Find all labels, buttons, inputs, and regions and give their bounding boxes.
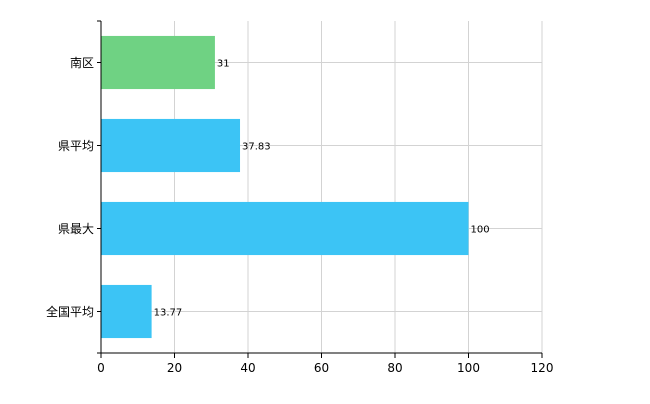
data-label: 37.83 — [242, 142, 271, 153]
x-tick-label: 20 — [167, 361, 182, 375]
data-label: 13.77 — [154, 308, 183, 319]
data-label: 31 — [217, 59, 230, 70]
label-layer: 31 37.83 100 13.77 0 20 40 60 80 100 120 南区県平均県最大全国… — [46, 55, 553, 375]
data-label: 100 — [471, 225, 490, 236]
bar — [101, 118, 241, 173]
x-tick-label: 40 — [240, 361, 255, 375]
bar — [101, 284, 152, 339]
x-tick-label: 0 — [97, 361, 105, 375]
category-label: 全国平均 — [46, 304, 94, 319]
axis-layer — [97, 20, 543, 358]
x-tick-label: 60 — [314, 361, 329, 375]
bar-layer — [101, 35, 469, 339]
bar — [101, 201, 469, 256]
x-tick-label: 120 — [531, 361, 554, 375]
category-label: 県平均 — [58, 139, 94, 153]
category-label: 南区 — [70, 55, 94, 70]
bar — [101, 35, 215, 90]
x-tick-label: 100 — [457, 361, 480, 375]
category-label: 県最大 — [58, 222, 94, 236]
x-tick-label: 80 — [387, 361, 402, 375]
